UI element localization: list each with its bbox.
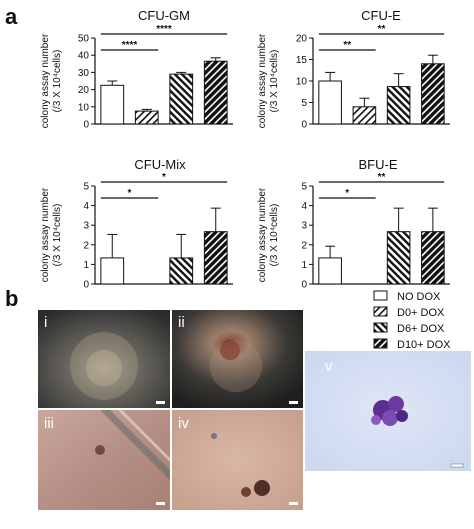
- y-tick-label: 3: [301, 221, 307, 232]
- y-axis-label: colony assay number: [257, 187, 268, 282]
- y-axis-label: colony assay number: [257, 33, 268, 128]
- legend-swatch-d10-dox: [373, 338, 388, 349]
- panel-b-letter: b: [5, 286, 18, 311]
- significance-label: *: [128, 188, 132, 199]
- y-tick-label: 4: [83, 201, 89, 212]
- scale-bar-iv: [289, 502, 298, 505]
- legend-item-d0-dox: D0+ DOX: [373, 306, 445, 319]
- significance-label: **: [378, 24, 386, 35]
- bar-d10-dox: [421, 231, 445, 285]
- chart-title: CFU-Mix: [134, 157, 186, 172]
- bar-d6-dox: [386, 231, 411, 285]
- scale-bar-ii: [289, 401, 298, 404]
- y-tick-label: 2: [301, 240, 307, 251]
- scale-bar-iii: [156, 502, 165, 505]
- bar-d6-dox: [169, 73, 194, 125]
- legend-swatch-d0-dox: [373, 306, 388, 317]
- scale-bar-i: [156, 401, 165, 404]
- y-axis-label-units: (/3 X 10⁴cells): [52, 204, 63, 267]
- y-tick-label: 50: [78, 34, 90, 45]
- y-tick-label: 20: [296, 34, 308, 45]
- legend-label-no-dox: NO DOX: [397, 291, 441, 303]
- legend-label-d0-dox: D0+ DOX: [397, 307, 445, 319]
- bar-d0-dox: [134, 110, 159, 125]
- y-tick-label: 1: [301, 260, 307, 271]
- y-tick-label: 20: [78, 85, 90, 96]
- y-tick-label: 15: [296, 55, 308, 66]
- micrograph-label-iv: iv: [178, 415, 189, 432]
- y-tick-label: 5: [301, 98, 307, 109]
- micrograph-label-ii: ii: [178, 314, 185, 331]
- micrograph-label-v: v: [325, 358, 333, 375]
- legend-label-d6-dox: D6+ DOX: [397, 323, 445, 335]
- y-tick-label: 5: [83, 182, 89, 193]
- significance-label: **: [378, 172, 386, 183]
- micrograph-iii: iii: [38, 410, 170, 510]
- micrograph-iv: iv: [172, 410, 303, 510]
- chart-bfu-e: BFU-E colony assay number (/3 X 10⁴cells) 0…: [257, 157, 450, 291]
- y-tick-label: 1: [83, 260, 89, 271]
- y-tick-label: 2: [83, 240, 89, 251]
- y-tick-label: 0: [301, 280, 307, 291]
- chart-title: CFU-GM: [138, 8, 190, 23]
- bar-no-dox: [100, 84, 125, 125]
- y-tick-label: 0: [83, 280, 89, 291]
- y-tick-label: 4: [301, 201, 307, 212]
- bar-d0-dox: [352, 106, 377, 125]
- legend-item-d6-dox: D6+ DOX: [373, 322, 445, 335]
- bar-d6-dox: [386, 86, 411, 125]
- significance-label: **: [343, 40, 351, 51]
- y-tick-label: 0: [301, 120, 307, 131]
- chart-cfu-e: CFU-E colony assay number (/3 X 10⁴cells) 0…: [257, 8, 450, 131]
- chart-title: CFU-E: [361, 8, 401, 23]
- significance-label: ****: [156, 24, 172, 35]
- significance-label: *: [345, 188, 349, 199]
- bar-no-dox: [318, 80, 342, 125]
- legend: NO DOX D0+ DOX D6+ DOX D10+ DOX: [373, 290, 451, 351]
- legend-item-d10-dox: D10+ DOX: [373, 338, 451, 351]
- bar-d10-dox: [421, 63, 445, 125]
- bar-no-dox: [318, 257, 342, 285]
- micrograph-ii: ii: [172, 310, 303, 408]
- significance-label: ****: [122, 40, 138, 51]
- y-tick-label: 5: [301, 182, 307, 193]
- legend-label-d10-dox: D10+ DOX: [397, 339, 451, 351]
- bar-d10-dox: [203, 60, 228, 125]
- micrograph-i: i: [38, 310, 170, 408]
- y-axis-label-units: (/3 X 10⁴cells): [52, 50, 63, 113]
- y-axis-label: colony assay number: [40, 187, 51, 282]
- bar-no-dox: [100, 257, 125, 285]
- y-tick-label: 40: [78, 51, 90, 62]
- legend-item-no-dox: NO DOX: [373, 290, 441, 303]
- y-axis-label-units: (/3 X 10⁴cells): [269, 204, 280, 267]
- y-tick-label: 10: [296, 77, 308, 88]
- legend-swatch-d6-dox: [373, 322, 388, 333]
- y-axis-label-units: (/3 X 10⁴cells): [269, 50, 280, 113]
- bar-d6-dox: [169, 257, 194, 285]
- significance-label: *: [162, 172, 166, 183]
- chart-cfu-gm: CFU-GM colony assay number (/3 X 10⁴cells)…: [40, 8, 233, 131]
- legend-swatch-no-dox: [373, 290, 388, 301]
- scale-bar-v: [450, 463, 464, 468]
- micrograph-label-i: i: [44, 314, 47, 331]
- panel-a-letter: a: [5, 4, 18, 29]
- chart-title: BFU-E: [359, 157, 398, 172]
- y-tick-label: 3: [83, 221, 89, 232]
- y-tick-label: 0: [83, 120, 89, 131]
- micrograph-label-iii: iii: [44, 415, 54, 432]
- bar-d10-dox: [203, 231, 228, 285]
- y-axis-label: colony assay number: [40, 33, 51, 128]
- y-tick-label: 30: [78, 68, 90, 79]
- y-tick-label: 10: [78, 102, 90, 113]
- chart-cfu-mix: CFU-Mix colony assay number (/3 X 10⁴cells…: [40, 157, 233, 291]
- micrograph-v: v: [305, 351, 471, 471]
